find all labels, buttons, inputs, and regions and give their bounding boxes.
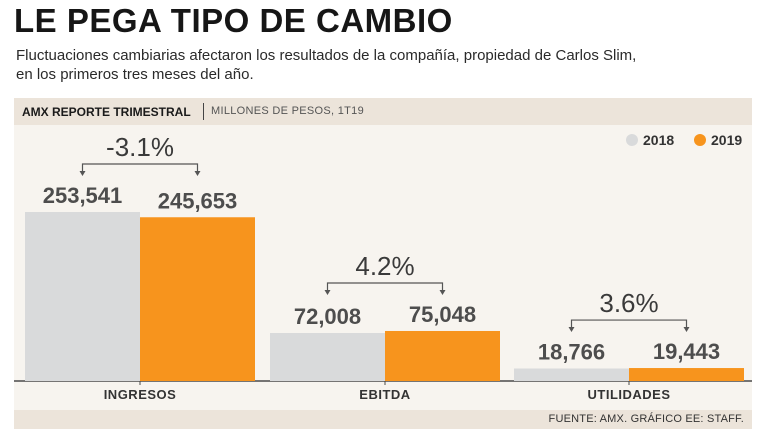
value-label-utilidades-2019: 19,443 [653,339,720,364]
source-text: FUENTE: AMX. GRÁFICO EE: STAFF. [548,413,744,425]
value-label-ebitda-2019: 75,048 [409,302,476,327]
bar-ingresos-2019 [140,217,255,381]
change-label-ebitda: 4.2% [355,251,414,281]
band-separator [203,103,204,120]
category-label-ebitda: EBITDA [359,387,411,402]
value-label-utilidades-2018: 18,766 [538,339,605,364]
report-unit: MILLONES DE PESOS, 1T19 [211,105,365,117]
subtitle-line-1: Fluctuaciones cambiarias afectaron los r… [16,47,637,64]
legend-swatch-2019 [694,134,706,146]
category-label-ingresos: INGRESOS [104,387,177,402]
bracket-arrow-left-ebitda [324,289,331,295]
report-title: AMX REPORTE TRIMESTRAL [22,105,191,119]
bar-ebitda-2019 [385,330,500,381]
bracket-arrow-left-ingresos [79,171,86,176]
change-bracket-ingresos [81,163,199,173]
bar-utilidades-2018 [514,368,629,381]
bracket-arrow-right-utilidades [683,327,690,333]
bracket-arrow-left-utilidades [568,327,575,333]
category-label-utilidades: UTILIDADES [588,387,671,402]
source-footer: FUENTE: AMX. GRÁFICO EE: STAFF. [14,410,752,429]
value-label-ingresos-2019: 245,653 [158,188,238,213]
change-label-utilidades: 3.6% [599,288,658,318]
bracket-arrow-right-ebitda [439,289,446,295]
bar-ebitda-2018 [270,333,385,381]
change-label-ingresos: -3.1% [106,132,174,162]
chart-subtitle: Fluctuaciones cambiarias afectaron los r… [16,46,716,84]
bar-ingresos-2018 [25,212,140,381]
legend-label-2019: 2019 [711,132,742,148]
legend-swatch-2018 [626,134,638,146]
bracket-arrow-right-ingresos [194,171,201,176]
chart-title: LE PEGA TIPO DE CAMBIO [14,2,453,39]
change-bracket-ebitda [326,282,444,292]
report-header-band: AMX REPORTE TRIMESTRAL MILLONES DE PESOS… [14,98,752,125]
bar-utilidades-2019 [629,368,744,381]
value-label-ebitda-2018: 72,008 [294,304,361,329]
change-bracket-utilidades [570,319,688,330]
value-label-ingresos-2018: 253,541 [43,183,123,208]
subtitle-line-2: en los primeros tres meses del año. [16,66,254,83]
legend-label-2018: 2018 [643,132,674,148]
